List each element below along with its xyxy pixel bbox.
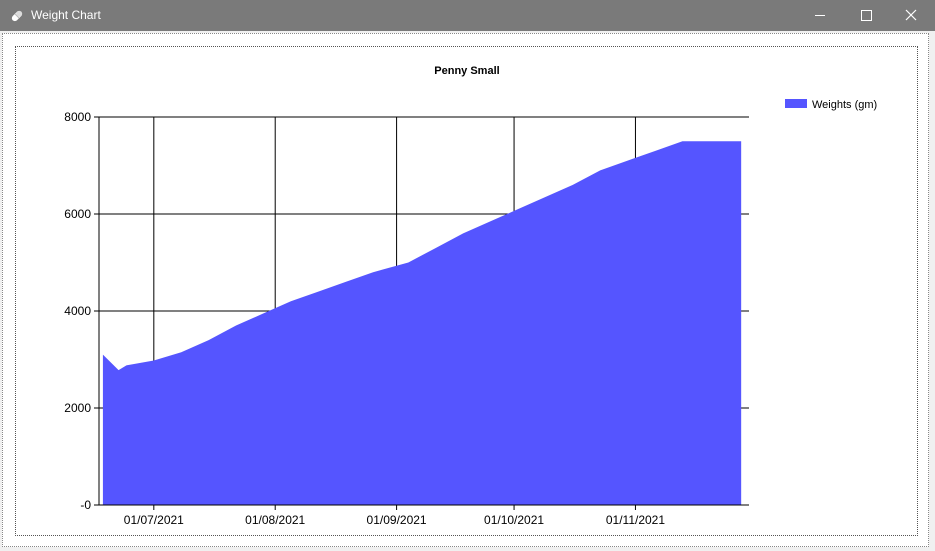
- legend-swatch: [785, 99, 807, 108]
- x-tick-label: 01/07/2021: [124, 513, 184, 527]
- x-tick-label: 01/09/2021: [367, 513, 427, 527]
- area-series: [102, 141, 742, 505]
- y-tick-labels: -0 2000 4000 6000 8000: [64, 110, 91, 512]
- close-button[interactable]: [889, 0, 935, 31]
- x-tick-label: 01/11/2021: [606, 513, 665, 527]
- legend: Weights (gm): [785, 99, 877, 111]
- axes: [98, 117, 749, 506]
- maximize-button[interactable]: [843, 0, 889, 31]
- y-tick-label: 8000: [64, 110, 91, 124]
- client-area: Penny Small -0 2000 4000 6000 8000 01/07/202…: [0, 31, 935, 551]
- chart-frame: Penny Small -0 2000 4000 6000 8000 01/07/202…: [15, 46, 918, 536]
- legend-label: Weights (gm): [812, 99, 877, 111]
- title-bar[interactable]: Weight Chart: [0, 0, 935, 31]
- chart-title: Penny Small: [434, 65, 499, 77]
- x-tick-label: 01/10/2021: [484, 513, 544, 527]
- y-tick-label: -0: [80, 498, 91, 512]
- y-tick-label: 4000: [64, 304, 91, 318]
- y-tick-label: 6000: [64, 207, 91, 221]
- maximize-icon: [861, 10, 872, 21]
- minimize-button[interactable]: [797, 0, 843, 31]
- area-fill: [102, 141, 742, 505]
- pill-icon: [11, 10, 23, 22]
- window-title: Weight Chart: [31, 8, 101, 22]
- x-tick-label: 01/08/2021: [245, 513, 305, 527]
- close-icon: [905, 9, 917, 21]
- y-tick-label: 2000: [64, 401, 91, 415]
- x-tick-labels: 01/07/2021 01/08/2021 01/09/2021 01/10/2021…: [124, 513, 666, 527]
- weight-chart: Penny Small -0 2000 4000 6000 8000 01/07/202…: [64, 65, 877, 527]
